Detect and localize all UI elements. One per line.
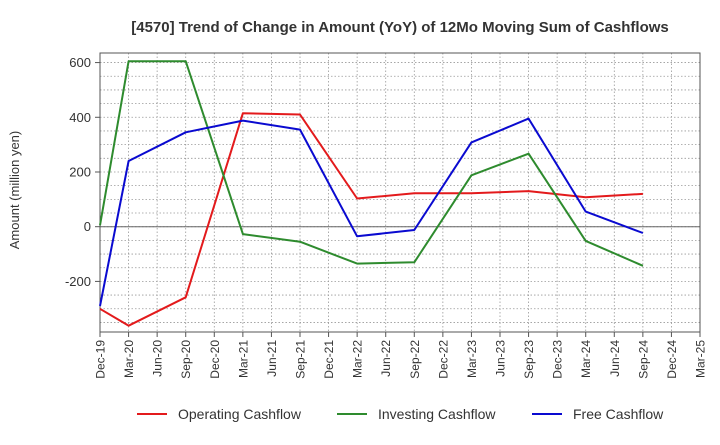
x-axis: Dec-19 Mar-20 Jun-20 Sep-20 Dec-20 Mar-21 Jun-… xyxy=(94,332,708,379)
x-tick-label: Jun-23 xyxy=(494,340,508,377)
x-tick-label: Mar-24 xyxy=(579,340,593,378)
x-tick-label: Mar-25 xyxy=(694,340,708,378)
x-tick-label: Mar-20 xyxy=(122,340,136,378)
y-tick-label: 200 xyxy=(69,164,91,179)
x-tick-label: Sep-24 xyxy=(636,340,650,379)
x-tick-label: Dec-19 xyxy=(94,340,108,379)
x-tick-label: Jun-24 xyxy=(608,340,622,377)
x-tick-label: Dec-22 xyxy=(436,340,450,379)
x-tick-label: Dec-20 xyxy=(208,340,222,379)
x-tick-label: Mar-21 xyxy=(236,340,250,378)
y-tick-label: 0 xyxy=(84,219,91,234)
x-tick-label: Sep-23 xyxy=(522,340,536,379)
x-tick-label: Dec-24 xyxy=(665,340,679,379)
x-tick-label: Sep-22 xyxy=(408,340,422,379)
x-tick-label: Dec-21 xyxy=(322,340,336,379)
series-group xyxy=(99,60,644,327)
legend-label-investing-cashflow: Investing Cashflow xyxy=(378,406,496,422)
x-tick-label: Mar-22 xyxy=(351,340,365,378)
series-line-investing-cashflow xyxy=(99,60,644,267)
x-tick-label: Mar-23 xyxy=(465,340,479,378)
x-tick-label: Jun-20 xyxy=(151,340,165,377)
legend-label-free-cashflow: Free Cashflow xyxy=(573,406,664,422)
x-tick-label: Sep-21 xyxy=(294,340,308,379)
legend: Operating Cashflow Investing Cashflow Free… xyxy=(137,406,664,422)
x-tick-label: Jun-22 xyxy=(379,340,393,377)
chart-title: [4570] Trend of Change in Amount (YoY) o… xyxy=(131,19,669,36)
series-line-free-cashflow xyxy=(99,117,644,307)
y-tick-label: -200 xyxy=(65,274,91,289)
y-axis-label: Amount (million yen) xyxy=(7,131,22,250)
grid xyxy=(99,53,701,332)
y-axis: -200 0 200 400 600 xyxy=(65,55,100,289)
series-line-operating-cashflow xyxy=(99,112,643,327)
y-tick-label: 400 xyxy=(69,110,91,125)
plot-frame xyxy=(99,52,701,333)
x-tick-label: Jun-21 xyxy=(265,340,279,377)
x-tick-label: Sep-20 xyxy=(179,340,193,379)
y-tick-label: 600 xyxy=(69,55,91,70)
x-tick-label: Dec-23 xyxy=(551,340,565,379)
legend-label-operating-cashflow: Operating Cashflow xyxy=(178,406,302,422)
